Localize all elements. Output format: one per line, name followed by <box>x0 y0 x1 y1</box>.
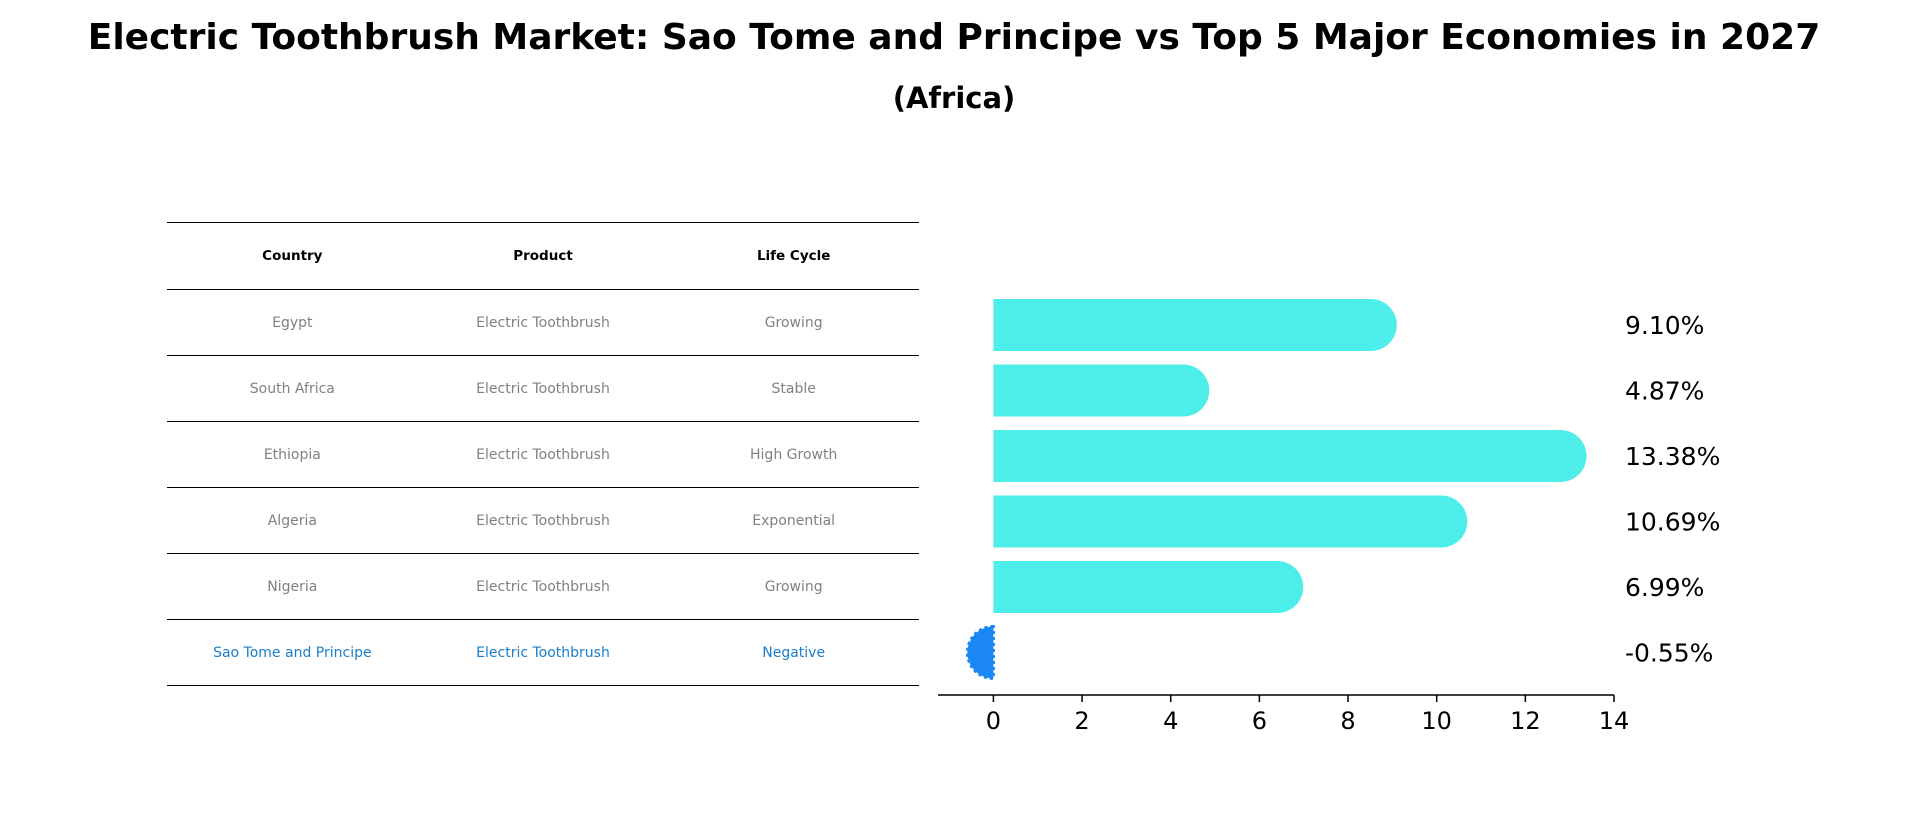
bar <box>993 430 1587 482</box>
x-tick-label: 6 <box>1252 707 1267 735</box>
x-tick-label: 10 <box>1421 707 1452 735</box>
table-row: Algeria Electric Toothbrush Exponential <box>167 488 919 554</box>
cell-product: Electric Toothbrush <box>476 512 610 529</box>
chart-subtitle: (Africa) <box>892 81 1016 115</box>
cell-life-cycle: Negative <box>762 644 826 661</box>
cell-life-cycle: Growing <box>764 578 823 595</box>
cell-product: Electric Toothbrush <box>476 380 610 397</box>
cell-life-cycle: Stable <box>771 380 816 397</box>
data-label: 4.87% <box>1625 377 1704 406</box>
header-country: Country <box>262 248 323 264</box>
cell-country: South Africa <box>249 380 335 397</box>
bar <box>965 624 995 681</box>
table-row: South Africa Electric Toothbrush Stable <box>167 356 919 422</box>
bar <box>993 561 1304 613</box>
bar <box>993 495 1468 548</box>
table-row: Ethiopia Electric Toothbrush High Growth <box>167 422 919 488</box>
header-product: Product <box>513 248 573 264</box>
data-label: 9.10% <box>1625 311 1704 340</box>
x-tick-label: 2 <box>1074 707 1089 735</box>
cell-country: Egypt <box>272 314 313 331</box>
table-row-highlight: Sao Tome and Principe Electric Toothbrus… <box>167 620 919 686</box>
x-tick-label: 0 <box>986 707 1001 735</box>
cell-product: Electric Toothbrush <box>476 644 610 661</box>
data-label: 13.38% <box>1625 442 1720 471</box>
life-cycle-table: Country Product Life Cycle Egypt Electri… <box>167 222 919 686</box>
cell-life-cycle: Exponential <box>752 512 836 529</box>
header-life-cycle: Life Cycle <box>756 248 831 264</box>
table-header-row: Country Product Life Cycle <box>167 223 919 290</box>
bar <box>993 364 1210 417</box>
cell-country: Ethiopia <box>263 446 321 463</box>
cell-life-cycle: High Growth <box>750 446 838 463</box>
table-row: Nigeria Electric Toothbrush Growing <box>167 554 919 620</box>
cell-product: Electric Toothbrush <box>476 314 610 331</box>
data-label: 6.99% <box>1625 573 1704 602</box>
chart-title: Electric Toothbrush Market: Sao Tome and… <box>87 17 1821 58</box>
table-row: Egypt Electric Toothbrush Growing <box>167 290 919 356</box>
cell-life-cycle: Growing <box>764 314 823 331</box>
bar <box>993 299 1397 351</box>
data-label: 10.69% <box>1625 508 1720 537</box>
cell-country: Nigeria <box>267 578 318 595</box>
x-tick-label: 12 <box>1510 707 1541 735</box>
x-tick-label: 8 <box>1340 707 1355 735</box>
cell-country: Algeria <box>267 512 317 529</box>
data-label: -0.55% <box>1625 639 1713 668</box>
cell-product: Electric Toothbrush <box>476 446 610 463</box>
x-tick-label: 14 <box>1599 707 1630 735</box>
x-tick-label: 4 <box>1163 707 1178 735</box>
cell-country: Sao Tome and Principe <box>213 644 372 661</box>
cell-product: Electric Toothbrush <box>476 578 610 595</box>
